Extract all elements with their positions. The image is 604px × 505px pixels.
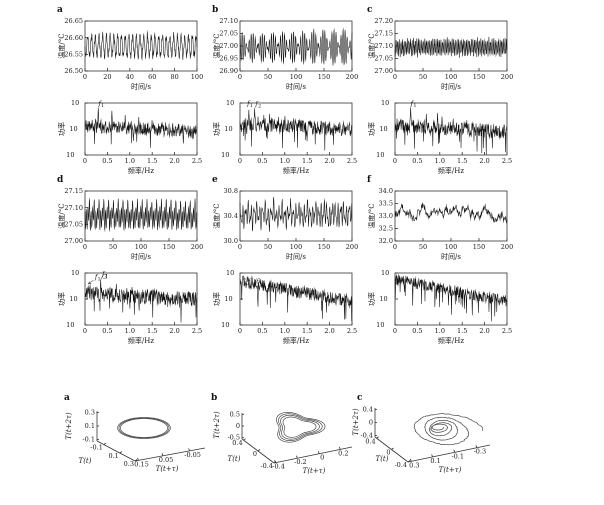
attractor-c-chart [348,385,520,503]
panel-d-letter: d [57,175,64,185]
panel-b-spectrum-chart [210,97,362,181]
panel-b-letter: b [212,5,219,15]
panel-c-temperature-chart [365,15,517,95]
panel-b-temperature-chart [210,15,362,95]
panel-e-letter: e [212,175,218,185]
attractor-c-letter: c [357,393,363,403]
panel-e-spectrum-chart [210,267,362,351]
panel-a-temperature-chart [55,15,207,95]
attractor-c: c [348,385,520,503]
panel-a-letter: a [57,5,63,15]
panel-c-spectrum-chart [365,97,517,181]
panel-c: c [365,5,517,183]
attractor-a: a [55,385,227,503]
panel-b: b [210,5,362,183]
panel-d-temperature-chart [55,185,207,265]
panel-f-spectrum-chart [365,267,517,351]
panel-f-temperature-chart [365,185,517,265]
panel-f-letter: f [367,175,371,185]
attractor-a-chart [55,385,227,503]
panel-e-temperature-chart [210,185,362,265]
panel-d: d [55,175,207,353]
attractor-b-chart [202,385,374,503]
panel-a-spectrum-chart [55,97,207,181]
attractor-b-letter: b [211,393,218,403]
panel-c-letter: c [367,5,373,15]
panel-e: e [210,175,362,353]
attractor-b: b [202,385,374,503]
attractor-a-letter: a [64,393,70,403]
panel-a: a [55,5,207,183]
panel-f: f [365,175,517,353]
panel-d-spectrum-chart [55,267,207,351]
